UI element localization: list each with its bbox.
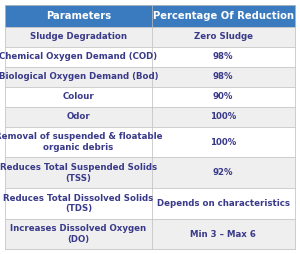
Bar xyxy=(5,188,152,219)
Text: Removal of suspended & floatable
organic debris: Removal of suspended & floatable organic… xyxy=(0,132,162,152)
Bar xyxy=(152,107,295,127)
Bar xyxy=(152,27,295,47)
Text: Colour: Colour xyxy=(63,92,94,101)
Bar xyxy=(5,127,152,157)
Text: Increases Dissolved Oxygen
(DO): Increases Dissolved Oxygen (DO) xyxy=(11,224,146,244)
Bar xyxy=(5,157,152,188)
Text: Zero Sludge: Zero Sludge xyxy=(194,32,253,41)
Text: Biological Oxygen Demand (Bod): Biological Oxygen Demand (Bod) xyxy=(0,72,158,81)
Bar xyxy=(152,188,295,219)
Bar xyxy=(5,47,152,67)
Text: Chemical Oxygen Demand (COD): Chemical Oxygen Demand (COD) xyxy=(0,52,158,61)
Bar xyxy=(152,67,295,87)
Bar xyxy=(152,87,295,107)
Bar xyxy=(5,219,152,249)
Text: 100%: 100% xyxy=(210,138,236,147)
Bar xyxy=(5,27,152,47)
Text: Percentage Of Reduction: Percentage Of Reduction xyxy=(153,11,294,21)
Text: 100%: 100% xyxy=(210,112,236,121)
Text: 98%: 98% xyxy=(213,72,233,81)
Text: Min 3 – Max 6: Min 3 – Max 6 xyxy=(190,230,256,239)
Bar xyxy=(152,219,295,249)
Text: 98%: 98% xyxy=(213,52,233,61)
Text: Parameters: Parameters xyxy=(46,11,111,21)
Bar xyxy=(5,5,152,27)
Text: Reduces Total Suspended Solids
(TSS): Reduces Total Suspended Solids (TSS) xyxy=(0,163,157,183)
Bar xyxy=(5,107,152,127)
Bar xyxy=(152,5,295,27)
Bar xyxy=(5,87,152,107)
Text: Sludge Degradation: Sludge Degradation xyxy=(30,32,127,41)
Text: Odor: Odor xyxy=(67,112,90,121)
Bar xyxy=(152,157,295,188)
Bar xyxy=(152,47,295,67)
Text: 90%: 90% xyxy=(213,92,233,101)
Text: Depends on characteristics: Depends on characteristics xyxy=(157,199,290,208)
Text: 92%: 92% xyxy=(213,168,233,177)
Bar xyxy=(5,67,152,87)
Bar xyxy=(152,127,295,157)
Text: Reduces Total Dissolved Solids
(TDS): Reduces Total Dissolved Solids (TDS) xyxy=(3,194,154,213)
